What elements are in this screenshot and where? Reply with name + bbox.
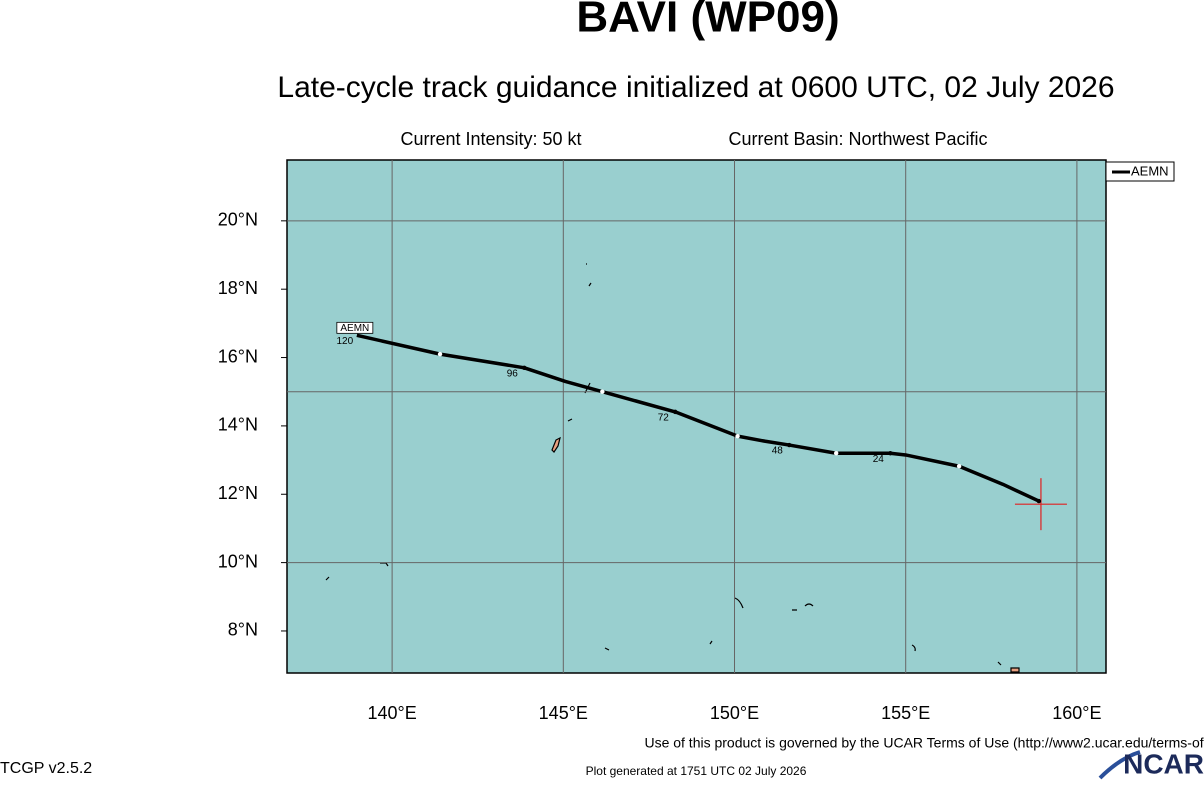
point-label: 24 [873,454,885,465]
legend-label: AEMN [1131,163,1169,178]
track-point [1036,498,1042,504]
y-tick-label: 12°N [218,483,258,503]
island [551,436,561,453]
track-point [956,464,962,469]
track-name-box [336,321,374,334]
basin: Current Basin: Northwest Pacific [728,129,987,149]
track-point [833,451,839,456]
terms: Use of this product is governed by the U… [644,735,1204,751]
track-point [673,409,678,415]
x-tick-label: 140°E [367,703,416,723]
track-point [437,351,443,357]
track-line [356,333,1040,503]
y-tick-label: 18°N [218,278,258,298]
logo: NCAR [1123,748,1204,779]
chart-title: BAVI (WP09) [576,0,839,42]
point-label: 48 [772,446,784,457]
chart-subtitle: Late-cycle track guidance initialized at… [277,71,1114,104]
y-tick-label: 16°N [218,346,258,366]
y-tick-label: 10°N [218,551,258,571]
track-point [787,442,792,448]
y-tick-label: 20°N [218,210,258,230]
x-tick-label: 150°E [710,703,759,723]
track-point [735,433,740,439]
map-area [286,159,1107,674]
y-tick-label: 8°N [228,620,258,640]
x-tick-label: 155°E [881,703,930,723]
point-label: 96 [507,368,519,379]
y-tick-label: 14°N [218,415,258,435]
point-label: 72 [658,413,670,424]
track-point [600,389,605,394]
intensity: Current Intensity: 50 kt [400,129,581,149]
track-name: AEMN [340,323,369,334]
island [1010,667,1020,673]
legend-box [1105,161,1175,182]
x-tick-label: 160°E [1052,703,1101,723]
track-point [888,451,893,456]
version: TCGP v2.5.2 [0,760,92,777]
generated: Plot generated at 1751 UTC 02 July 2026 [586,764,807,778]
logo-arc [1098,750,1141,780]
x-tick-label: 145°E [539,703,588,723]
track-point [522,365,527,370]
point-label: 120 [337,336,354,347]
